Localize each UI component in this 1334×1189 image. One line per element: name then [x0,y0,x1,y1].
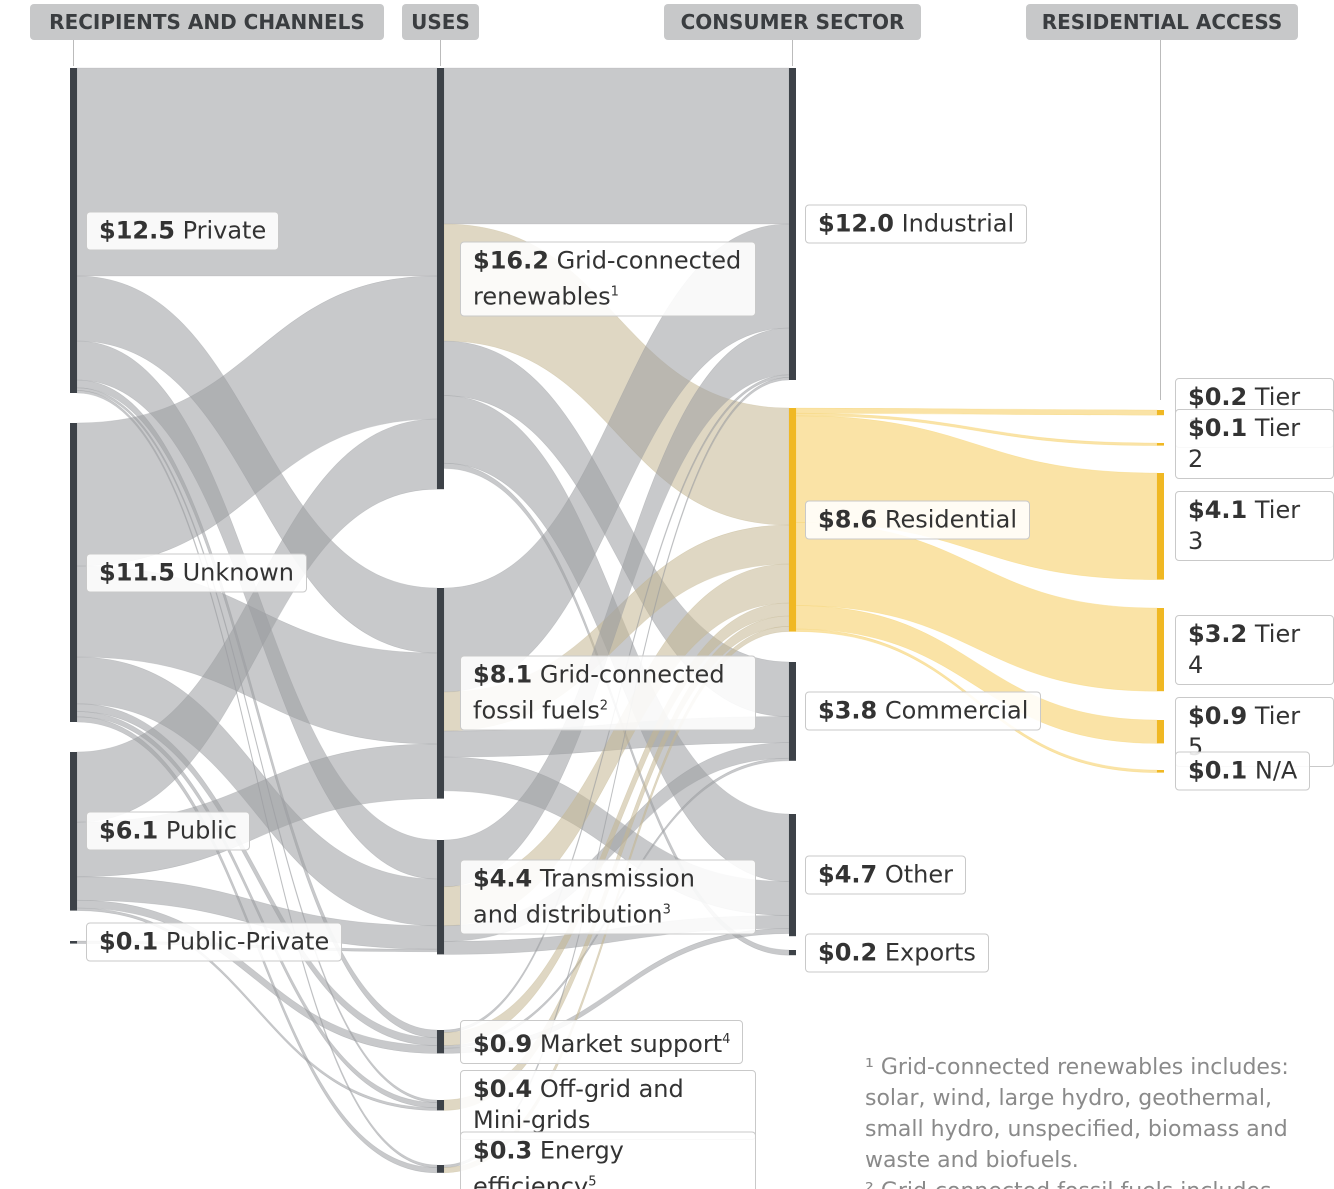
node-value: $4.4 [473,864,533,893]
flow [443,67,790,225]
node-name: N/A [1254,756,1298,785]
node-bar [437,840,444,955]
node-name: Public-Private [165,927,330,956]
node-bar [70,68,77,393]
node-name: Tier 4 [1188,619,1301,679]
node-name: Grid-connected renewables [473,246,742,311]
node-name: Exports [884,938,976,967]
column-header: USES [402,4,479,40]
node-name: Tier 3 [1188,496,1301,556]
node-label: $12.0 Industrial [805,204,1028,244]
node-note: 3 [662,902,671,918]
node-note: 5 [588,1174,597,1189]
node-label: $0.9 Market support4 [460,1019,744,1064]
node-value: $3.2 [1188,619,1248,648]
column-header: RECIPIENTS AND CHANNELS [30,4,384,40]
node-bar [1157,473,1164,580]
node-value: $11.5 [99,558,175,586]
node-bar [1157,720,1164,744]
node-value: $0.9 [473,1029,533,1058]
node-label: $0.2 Exports [805,933,989,973]
footnote: ¹ Grid-connected renewables includes: so… [865,1055,1289,1173]
node-bar [70,941,77,944]
node-name: Transmission and distribution [473,864,695,929]
node-bar [789,662,796,761]
node-label: $4.7 Other [805,855,967,895]
node-label: $8.6 Residential [805,500,1031,540]
node-bar [437,1165,444,1173]
column-header: RESIDENTIAL ACCESS [1026,4,1298,40]
node-value: $6.1 [99,816,159,845]
node-label: $0.1 N/A [1175,751,1311,791]
node-name: Off-grid and Mini-grids [473,1075,684,1135]
node-bar [1157,443,1164,446]
node-value: $12.0 [818,209,894,238]
node-label: $16.2 Grid-connected renewables1 [460,241,756,317]
node-name: Private [182,216,267,244]
column-header: CONSUMER SECTOR [664,4,921,40]
node-value: $4.7 [818,860,878,889]
node-bar [437,68,444,490]
node-bar [437,588,444,799]
node-label: $4.1 Tier 3 [1175,491,1334,562]
node-bar [70,423,77,722]
node-label: $0.1 Tier 2 [1175,409,1334,480]
node-value: $8.6 [818,505,878,534]
node-bar [70,752,77,911]
node-name: Residential [884,505,1018,534]
node-name: Grid-connected fossil fuels [473,660,725,725]
node-label: $12.5 Private [86,211,280,250]
node-name: Energy efficiency [473,1136,624,1189]
node-name: Tier 5 [1188,701,1301,761]
node-bar [789,68,796,380]
footnotes: ¹ Grid-connected renewables includes: so… [865,1052,1325,1189]
node-label: $0.1 Public-Private [86,922,343,962]
node-label: $4.4 Transmission and distribution3 [460,859,756,935]
node-value: $0.2 [1188,382,1248,411]
node-value: $0.2 [818,938,878,967]
node-note: 1 [610,284,619,300]
node-name: Market support [539,1029,723,1058]
node-bar [437,1030,444,1054]
node-name: Public [165,816,237,845]
node-name: Other [884,860,954,889]
node-bar [789,814,796,937]
node-value: $12.5 [99,216,175,244]
node-bar [1157,770,1164,773]
node-bar [437,1100,444,1111]
node-label: $0.4 Off-grid and Mini-grids [460,1070,756,1141]
node-label: $3.2 Tier 4 [1175,614,1334,685]
node-name: Commercial [884,696,1029,725]
footnote: ² Grid-connected fossil fuels includes [865,1176,1325,1189]
node-note: 2 [599,698,608,714]
node-value: $3.8 [818,696,878,725]
node-label: $3.8 Commercial [805,691,1042,731]
node-value: $16.2 [473,246,549,275]
node-name: Tier 2 [1188,414,1301,474]
node-bar [1157,410,1164,416]
node-bar [789,408,796,632]
node-label: $11.5 Unknown [86,553,307,592]
node-bar [789,950,796,956]
node-value: $0.3 [473,1136,533,1165]
node-value: $0.4 [473,1075,533,1104]
node-name: Unknown [182,558,294,586]
node-label: $8.1 Grid-connected fossil fuels2 [460,655,756,731]
node-label: $6.1 Public [86,811,250,851]
node-name: Industrial [901,209,1015,238]
node-value: $0.9 [1188,701,1248,730]
node-note: 4 [722,1031,731,1047]
node-value: $0.1 [1188,756,1248,785]
node-bar [1157,608,1164,692]
node-value: $4.1 [1188,496,1248,525]
node-value: $0.1 [99,927,159,956]
node-value: $0.1 [1188,414,1248,443]
node-label: $0.3 Energy efficiency5 [460,1131,756,1189]
node-value: $8.1 [473,660,533,689]
